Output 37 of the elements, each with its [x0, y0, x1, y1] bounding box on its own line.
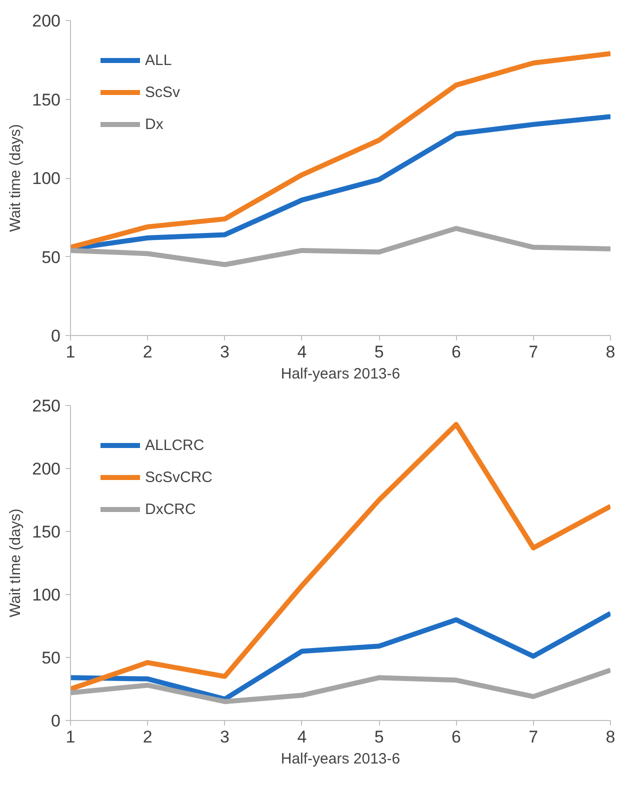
y-tick-label: 100: [32, 586, 61, 604]
y-axis-title: Wait time (days): [7, 124, 24, 232]
x-tick-label: 8: [606, 728, 616, 746]
y-tick-label: 50: [42, 648, 61, 668]
legend-label: Dx: [145, 116, 164, 132]
x-tick-label: 6: [451, 342, 461, 362]
y-tick-label: 100: [32, 169, 61, 188]
x-tick-label: 7: [528, 342, 538, 362]
x-tick-label: 4: [297, 728, 307, 746]
legend-label: ALLCRC: [145, 436, 204, 454]
x-tick-label: 2: [142, 728, 152, 746]
x-axis-title: Half-years 2013-6: [280, 366, 400, 382]
y-axis-title: Wait tIme (days): [7, 508, 24, 618]
x-tick-label: 8: [606, 342, 616, 362]
x-tick-label: 7: [528, 728, 538, 746]
legend-label: ALL: [145, 52, 172, 68]
y-tick-label: 0: [51, 326, 61, 346]
x-tick-label: 2: [142, 342, 152, 362]
y-tick-label: 150: [32, 522, 61, 542]
y-tick-label: 200: [32, 460, 61, 478]
x-tick-label: 5: [374, 728, 384, 746]
x-axis-title: Half-years 2013-6: [280, 750, 400, 768]
y-tick-label: 200: [32, 12, 61, 30]
x-tick-label: 1: [66, 728, 76, 746]
legend-label: DxCRC: [145, 500, 196, 518]
legend-label: ScSvCRC: [145, 468, 213, 486]
x-tick-label: 4: [297, 342, 307, 362]
legend-label: ScSv: [145, 84, 180, 100]
y-tick-label: 50: [42, 248, 61, 267]
y-tick-label: 250: [32, 396, 61, 416]
x-tick-label: 5: [374, 342, 384, 362]
x-tick-label: 1: [66, 342, 76, 362]
y-tick-label: 150: [32, 90, 61, 110]
x-tick-label: 3: [220, 342, 230, 362]
x-tick-label: 6: [451, 728, 461, 746]
y-tick-label: 0: [51, 712, 61, 730]
x-tick-label: 3: [220, 728, 230, 746]
